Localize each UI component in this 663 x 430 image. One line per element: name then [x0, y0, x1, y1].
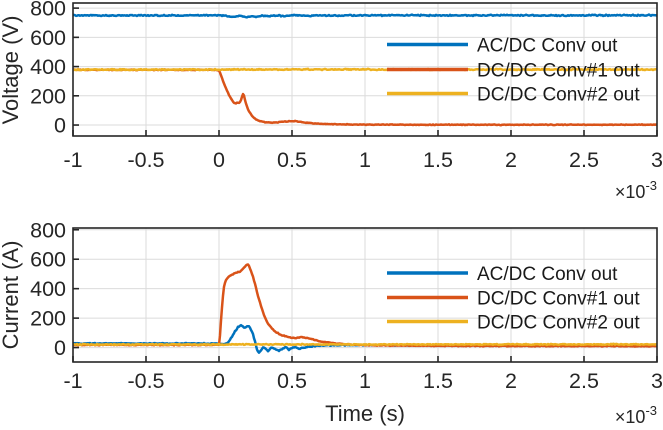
- current-chart-grid: [73, 228, 657, 362]
- y-tick-label: 0: [54, 336, 66, 360]
- legend-label-ac-dc-conv-out: AC/DC Conv out: [477, 35, 618, 56]
- series-line-dc-dc-conv-2-out: [73, 342, 657, 347]
- voltage-axis-label: Voltage (V): [0, 15, 23, 125]
- x-tick-label: 0.5: [277, 148, 307, 172]
- y-tick-label: 800: [30, 0, 66, 21]
- exponent-power: -3: [645, 403, 657, 418]
- current-chart-axes: [72, 227, 658, 363]
- x-tick-label: -1: [63, 369, 82, 393]
- x-tick-label: -0.5: [127, 148, 164, 172]
- x-tick-label: 1: [359, 369, 371, 393]
- y-tick-label: 400: [30, 55, 66, 79]
- y-tick-label: 0: [54, 114, 66, 138]
- voltage-chart-tick-labels: -1 -0.5 0 0.5 1 1.5 2 2.5 3 0 200 400 600 800: [30, 0, 663, 172]
- current-axis-label: Current (A): [0, 240, 23, 350]
- legend-label-dc-dc-conv-2-out: DC/DC Conv#2 out: [477, 312, 640, 333]
- exponent-base: ×10: [614, 407, 646, 427]
- voltage-chart-axes: [72, 2, 658, 137]
- voltage-chart: -1 -0.5 0 0.5 1 1.5 2 2.5 3 0 200 400 600 800 AC/DC Co…: [30, 0, 663, 172]
- x-tick-label: -1: [63, 148, 82, 172]
- current-chart-legend: AC/DC Conv out DC/DC Conv#1 out DC/DC Conv…: [387, 264, 640, 333]
- exponent-power: -3: [645, 178, 657, 193]
- current-chart-tick-labels: -1 -0.5 0 0.5 1 1.5 2 2.5 3 0 200 400 600 800: [30, 218, 663, 393]
- x-tick-label: 2: [505, 148, 517, 172]
- x-tick-label: 3: [651, 369, 663, 393]
- series-line-dc-dc-conv-2-out: [73, 67, 657, 72]
- x-tick-label: 2: [505, 369, 517, 393]
- x-tick-label: 3: [651, 148, 663, 172]
- legend-label-dc-dc-conv-2-out: DC/DC Conv#2 out: [477, 84, 640, 105]
- y-tick-label: 600: [30, 26, 66, 50]
- x-tick-label: -0.5: [127, 369, 164, 393]
- top-x-exponent-label: ×10-3: [615, 178, 657, 201]
- x-tick-label: 2.5: [569, 369, 599, 393]
- series-line-ac-dc-conv-out: [73, 13, 657, 19]
- x-tick-label: 2.5: [569, 148, 599, 172]
- y-tick-label: 200: [30, 84, 66, 108]
- voltage-chart-legend: AC/DC Conv out DC/DC Conv#1 out DC/DC Conv…: [387, 35, 640, 105]
- exponent-base: ×10: [614, 182, 646, 202]
- x-tick-label: 1.5: [423, 148, 453, 172]
- current-chart: -1 -0.5 0 0.5 1 1.5 2 2.5 3 0 200 400 600 800 AC/DC Co…: [30, 218, 663, 393]
- x-tick-label: 1.5: [423, 369, 453, 393]
- x-tick-label: 1: [359, 148, 371, 172]
- y-tick-label: 800: [30, 218, 66, 242]
- y-tick-label: 600: [30, 248, 66, 272]
- x-tick-label: 0: [213, 148, 225, 172]
- legend-label-dc-dc-conv-1-out: DC/DC Conv#1 out: [477, 288, 640, 309]
- legend-label-ac-dc-conv-out: AC/DC Conv out: [477, 264, 618, 285]
- time-axis-label: Time (s): [325, 401, 405, 426]
- x-tick-label: 0: [213, 369, 225, 393]
- x-tick-label: 0.5: [277, 369, 307, 393]
- legend-label-dc-dc-conv-1-out: DC/DC Conv#1 out: [477, 60, 640, 81]
- voltage-chart-series: [73, 13, 657, 127]
- y-tick-label: 200: [30, 307, 66, 331]
- bottom-x-exponent-label: ×10-3: [615, 403, 657, 426]
- current-chart-series: [73, 263, 657, 354]
- y-tick-label: 400: [30, 277, 66, 301]
